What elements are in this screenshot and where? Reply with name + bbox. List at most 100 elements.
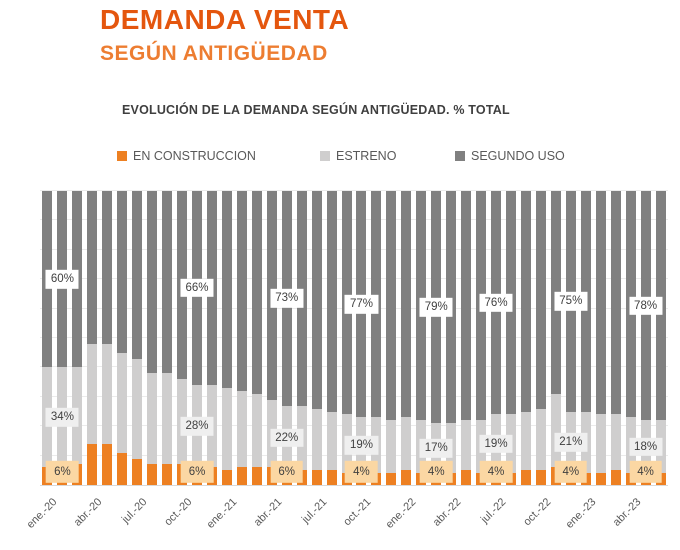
bar-segment-segundo-uso [102,191,113,344]
bar-segment-en-construccion [102,443,113,485]
bar-segment-estreno [147,373,158,465]
bar-column [117,191,128,485]
data-label-en-construccion: 4% [554,460,588,484]
legend-swatch [455,151,465,161]
bar-segment-segundo-uso [311,191,322,409]
bar-segment-segundo-uso [147,191,158,374]
bar-segment-en-construccion [610,470,621,485]
bar-segment-en-construccion [401,470,412,485]
bar-segment-estreno [535,408,546,471]
bar-segment-en-construccion [132,458,143,485]
legend-item-segundo-uso: SEGUNDO USO [455,149,565,163]
bar-column [610,191,621,485]
bar-segment-en-construccion [221,470,232,485]
legend-item-en-construccion: EN CONSTRUCCION [117,149,256,163]
data-label-estreno: 19% [479,434,513,454]
data-label-estreno: 22% [270,428,304,448]
legend-item-estreno: ESTRENO [320,149,396,163]
bar-segment-estreno [326,411,337,471]
bar-column [311,191,322,485]
gridline [40,278,668,280]
bar-column [57,191,68,485]
bar-segment-en-construccion [87,443,98,485]
bar-column [42,191,53,485]
bar-column [72,191,83,485]
bar-segment-estreno [401,417,412,471]
bar-segment-segundo-uso [520,191,531,412]
plot-area: 60% 34% 6% 66% 28% 6% 73% 22% 6% 77% 19% 4% 79% 17% 4%… [40,190,668,486]
bar-column [147,191,158,485]
bar-segment-estreno [461,420,472,471]
bar-segment-en-construccion [251,467,262,485]
bar-segment-en-construccion [117,452,128,485]
gridline [40,366,668,368]
bar-segment-estreno [550,393,561,468]
bar-segment-estreno [117,352,128,453]
bar-segment-segundo-uso [595,191,606,415]
bar-segment-segundo-uso [87,191,98,344]
data-label-segundo-uso: 75% [554,292,588,311]
data-label-estreno: 28% [180,417,214,436]
bar-segment-estreno [610,414,621,471]
bar-segment-estreno [87,343,98,444]
legend-label: SEGUNDO USO [471,149,565,163]
bar-column [221,191,232,485]
bar-segment-segundo-uso [461,191,472,421]
x-axis: ene.-20 abr.-20 jul.-20 oct.-20 ene.-21 abr.-… [25,494,668,550]
bar-column [206,191,217,485]
legend-label: ESTRENO [336,149,397,163]
bar-segment-estreno [520,411,531,471]
chart-title: EVOLUCIÓN DE LA DEMANDA SEGÚN ANTIGÜEDAD… [122,103,510,117]
bar-segment-segundo-uso [132,191,143,359]
data-label-estreno: 21% [554,433,588,452]
bar-segment-estreno [386,420,397,474]
gridline [40,219,668,221]
bar-column [192,191,202,485]
bar-segment-en-construccion [162,464,173,485]
bar-column [251,191,262,485]
data-label-en-construccion: 4% [419,460,453,484]
page-title: DEMANDA VENTA [100,4,350,35]
gridline [40,425,668,427]
bar-column [595,191,606,485]
bar-segment-en-construccion [595,473,606,485]
data-label-segundo-uso: 60% [45,270,79,289]
bar-segment-estreno [221,388,232,471]
bar-segment-segundo-uso [117,191,128,353]
bar-segment-estreno [162,373,173,465]
bar-segment-en-construccion [386,473,397,485]
data-label-estreno: 17% [419,439,453,458]
bar-segment-segundo-uso [535,191,546,409]
bar-segment-en-construccion [520,470,531,485]
legend-swatch [117,151,127,161]
data-label-en-construccion: 4% [345,460,378,484]
data-label-en-construccion: 6% [180,460,214,484]
bar-segment-estreno [311,408,322,471]
bar-segment-segundo-uso [610,191,621,415]
data-label-en-construccion: 4% [479,460,513,484]
bar-column [535,191,546,485]
legend-label: EN CONSTRUCCION [133,149,256,163]
data-label-estreno: 18% [629,437,663,456]
bar-column [520,191,531,485]
bar-segment-en-construccion [461,470,472,485]
bar-segment-segundo-uso [236,191,247,391]
bar-segment-en-construccion [147,464,158,485]
bar-segment-segundo-uso [326,191,337,412]
gridline [40,395,668,397]
legend-swatch [320,151,330,161]
bar-column [132,191,143,485]
bar-column [102,191,113,485]
bar-segment-estreno [595,414,606,474]
bar-segment-estreno [102,343,113,444]
bar-segment-en-construccion [535,470,546,485]
bar-column [401,191,412,485]
bar-segment-segundo-uso [221,191,232,388]
gridline [40,337,668,338]
data-label-segundo-uso: 73% [270,289,304,308]
bar-column [461,191,472,485]
bar-segment-en-construccion [236,467,247,485]
data-label-en-construccion: 6% [270,460,304,484]
bar-column [386,191,397,485]
data-label-en-construccion: 6% [46,460,79,484]
